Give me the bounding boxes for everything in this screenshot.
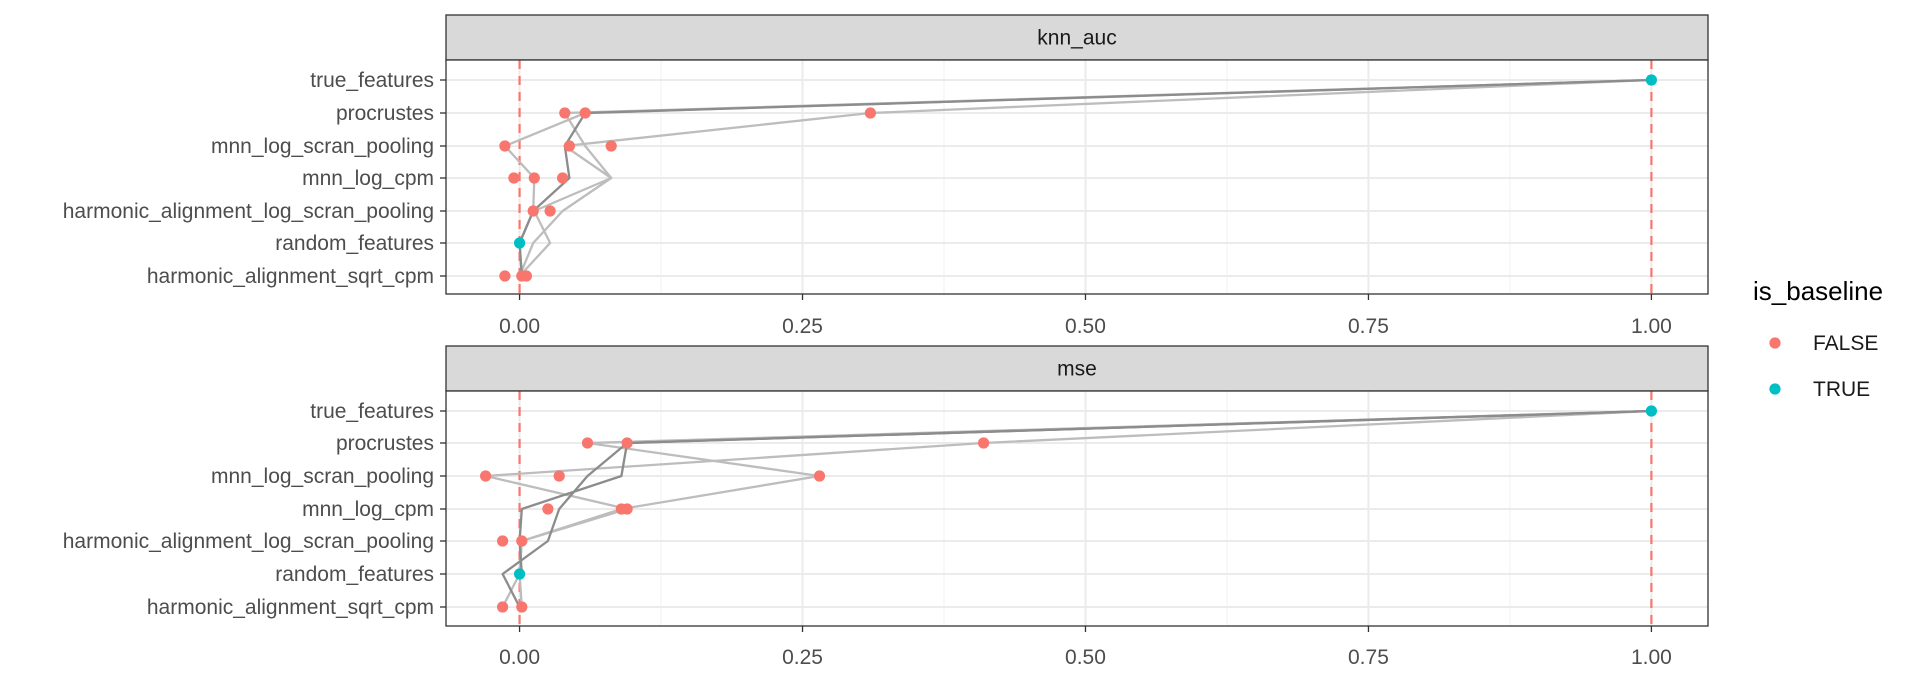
y-tick-label: random_features (275, 232, 434, 255)
y-tick-label: harmonic_alignment_log_scran_pooling (63, 530, 434, 553)
y-tick-label: mnn_log_scran_pooling (211, 465, 434, 488)
y-tick-label: harmonic_alignment_sqrt_cpm (147, 596, 434, 619)
y-tick-label: mnn_log_cpm (302, 498, 434, 521)
data-point (480, 470, 492, 482)
data-point (1645, 405, 1657, 417)
x-tick-label: 1.00 (1631, 315, 1672, 338)
legend-key (1769, 383, 1781, 395)
x-tick-label: 0.25 (782, 315, 823, 338)
data-point (528, 172, 540, 184)
data-point (544, 205, 556, 217)
x-tick-label: 1.00 (1631, 646, 1672, 669)
data-point (542, 503, 554, 515)
data-point (864, 107, 877, 119)
data-point (553, 470, 565, 482)
x-tick-label: 0.50 (1065, 315, 1106, 338)
panel-mse: mse true_features procrustes mnn_log_scran_… (63, 345, 1709, 669)
legend-key (1769, 337, 1781, 349)
legend-title: is_baseline (1753, 276, 1883, 306)
data-point (813, 470, 826, 482)
data-point (557, 172, 569, 184)
y-tick-label: procrustes (336, 102, 434, 125)
data-point (579, 107, 591, 119)
data-point (527, 205, 539, 217)
data-point (559, 107, 571, 119)
data-point (581, 437, 594, 449)
facet-strip (445, 345, 1709, 392)
facet-strip (445, 14, 1709, 61)
data-point (520, 270, 533, 282)
x-tick-label: 0.00 (499, 646, 540, 669)
y-tick-label: true_features (310, 400, 434, 423)
data-point (499, 140, 511, 152)
data-point (516, 535, 528, 547)
data-point (1645, 74, 1657, 86)
data-point (514, 568, 526, 580)
data-point (621, 503, 633, 515)
data-point (499, 270, 511, 282)
panel-knn_auc: knn_auc true_features procrustes mnn_log_sc… (63, 14, 1709, 338)
y-tick-label: true_features (310, 69, 434, 92)
y-tick-label: harmonic_alignment_sqrt_cpm (147, 265, 434, 288)
y-tick-label: procrustes (336, 432, 434, 455)
data-point (605, 140, 617, 152)
facet-strip-label: mse (1057, 358, 1097, 381)
data-point (516, 601, 528, 613)
data-point (514, 237, 526, 249)
x-tick-label: 0.00 (499, 315, 540, 338)
data-point (497, 601, 509, 613)
facet-strip-label: knn_auc (1037, 27, 1116, 50)
x-tick-label: 0.75 (1348, 315, 1389, 338)
y-tick-label: mnn_log_scran_pooling (211, 135, 434, 158)
connector-line (518, 409, 1652, 575)
data-point (497, 535, 509, 547)
x-tick-label: 0.50 (1065, 646, 1106, 669)
data-point (621, 437, 633, 449)
legend-label: TRUE (1813, 378, 1870, 401)
x-tick-label: 0.75 (1348, 646, 1389, 669)
data-point (563, 140, 576, 152)
panel-border (445, 59, 1709, 295)
y-tick-label: mnn_log_cpm (302, 167, 434, 190)
data-point (508, 172, 520, 184)
x-tick-label: 0.25 (782, 646, 823, 669)
y-tick-label: random_features (275, 563, 434, 586)
legend: is_baseline FALSE TRUE (1753, 276, 1883, 401)
legend-label: FALSE (1813, 332, 1878, 355)
y-tick-label: harmonic_alignment_log_scran_pooling (63, 200, 434, 223)
data-point (978, 437, 990, 449)
